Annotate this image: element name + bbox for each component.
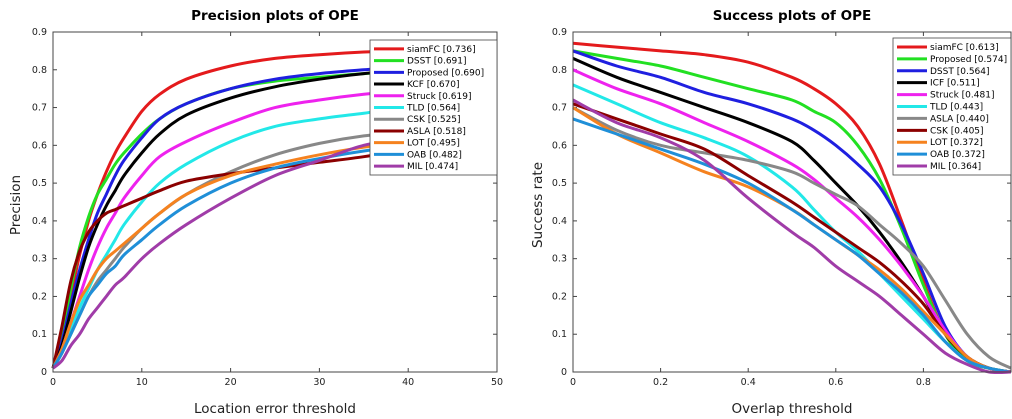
y-tick-label: 0.1 bbox=[32, 329, 47, 340]
precision-plot: Precision plots of OPE Location error th… bbox=[8, 8, 503, 417]
y-tick-label: 0.7 bbox=[552, 103, 567, 114]
legend-label: TLD [0.443] bbox=[929, 103, 983, 113]
y-tick-label: 0.6 bbox=[552, 140, 567, 151]
y-tick-label: 0.8 bbox=[552, 65, 567, 76]
y-tick-label: 0.3 bbox=[32, 254, 47, 265]
x-tick-label: 30 bbox=[313, 377, 325, 388]
x-axis-label: Location error threshold bbox=[194, 401, 356, 417]
legend-label: TLD [0.564] bbox=[406, 104, 460, 114]
y-tick-label: 0 bbox=[561, 367, 567, 378]
legend-label: ASLA [0.440] bbox=[930, 114, 989, 124]
y-tick-label: 0.2 bbox=[32, 291, 47, 302]
y-tick-label: 0.6 bbox=[32, 140, 47, 151]
chart-title: Success plots of OPE bbox=[713, 8, 871, 24]
series-lines bbox=[572, 41, 1012, 375]
y-tick-label: 0.4 bbox=[32, 216, 47, 227]
y-tick-label: 0.4 bbox=[552, 216, 567, 227]
legend-label: MIL [0.474] bbox=[407, 162, 458, 172]
legend: siamFC [0.613] Proposed [0.574] DSST [0.56… bbox=[892, 37, 1012, 176]
series-line bbox=[572, 106, 1012, 370]
legend: siamFC [0.736] DSST [0.691]Proposed [0.69… bbox=[369, 39, 498, 176]
series-line bbox=[51, 60, 498, 369]
x-tick-label: 0 bbox=[50, 377, 56, 388]
x-axis-label: Overlap threshold bbox=[732, 401, 853, 417]
legend-label: MIL [0.364] bbox=[930, 162, 981, 172]
y-tick-label: 0.5 bbox=[552, 178, 567, 189]
axis-ticks: 0 0.1 0.2 0.3 0.4 0.5 0.6 0.7 0.8 0.9 0 0.2 0.4 0.6 0.… bbox=[552, 27, 1011, 388]
y-tick-label: 0 bbox=[41, 367, 47, 378]
legend-label: siamFC [0.613] bbox=[930, 43, 999, 53]
legend-label: CSK [0.525] bbox=[407, 115, 461, 125]
legend-label: LOT [0.495] bbox=[407, 139, 460, 149]
series-line bbox=[52, 124, 498, 370]
legend-label: Struck [0.619] bbox=[407, 92, 471, 102]
chart-title: Precision plots of OPE bbox=[191, 8, 359, 24]
legend-label: KCF [0.670] bbox=[407, 80, 460, 90]
y-tick-label: 0.9 bbox=[552, 27, 567, 38]
x-tick-label: 10 bbox=[136, 377, 148, 388]
legend-label: OAB [0.482] bbox=[407, 150, 462, 160]
x-tick-label: 0.8 bbox=[916, 377, 931, 388]
x-tick-label: 50 bbox=[491, 377, 503, 388]
legend-label: ASLA [0.518] bbox=[407, 127, 466, 137]
legend-label: ICF [0.511] bbox=[930, 79, 980, 89]
plot-frame bbox=[52, 31, 498, 373]
legend-label: CSK [0.405] bbox=[930, 126, 984, 136]
legend-label: Struck [0.481] bbox=[930, 91, 994, 101]
series-line bbox=[51, 136, 498, 369]
series-line bbox=[51, 128, 498, 369]
series-lines bbox=[51, 47, 498, 370]
x-tick-label: 0 bbox=[570, 377, 576, 388]
legend-label: siamFC [0.736] bbox=[407, 45, 476, 55]
y-axis-label: Success rate bbox=[530, 162, 546, 248]
y-axis-label: Precision bbox=[8, 175, 24, 235]
series-line bbox=[51, 96, 498, 369]
y-tick-label: 0.3 bbox=[552, 254, 567, 265]
series-line bbox=[51, 81, 498, 369]
legend-label: Proposed [0.690] bbox=[407, 68, 484, 78]
x-tick-label: 0.2 bbox=[653, 377, 668, 388]
x-tick-label: 20 bbox=[225, 377, 237, 388]
series-line bbox=[572, 117, 1012, 374]
series-line bbox=[572, 49, 1012, 374]
y-tick-label: 0.9 bbox=[32, 27, 47, 38]
y-tick-label: 0.7 bbox=[32, 103, 47, 114]
series-line bbox=[572, 98, 1012, 375]
y-tick-label: 0.5 bbox=[32, 178, 47, 189]
x-tick-label: 40 bbox=[402, 377, 414, 388]
plot-frame bbox=[572, 31, 1012, 373]
series-line bbox=[51, 128, 498, 369]
x-tick-label: 0.4 bbox=[741, 377, 756, 388]
legend-label: DSST [0.691] bbox=[407, 57, 467, 67]
legend-label: OAB [0.372] bbox=[930, 150, 985, 160]
y-tick-label: 0.8 bbox=[32, 65, 47, 76]
y-tick-label: 0.1 bbox=[552, 329, 567, 340]
series-line bbox=[51, 62, 498, 369]
success-plot: Success plots of OPE Overlap threshold S… bbox=[530, 8, 1012, 417]
legend-label: DSST [0.564] bbox=[930, 67, 990, 77]
y-tick-label: 0.2 bbox=[552, 291, 567, 302]
legend-label: LOT [0.372] bbox=[930, 138, 983, 148]
x-tick-label: 0.6 bbox=[828, 377, 843, 388]
legend-label: Proposed [0.574] bbox=[930, 55, 1007, 65]
